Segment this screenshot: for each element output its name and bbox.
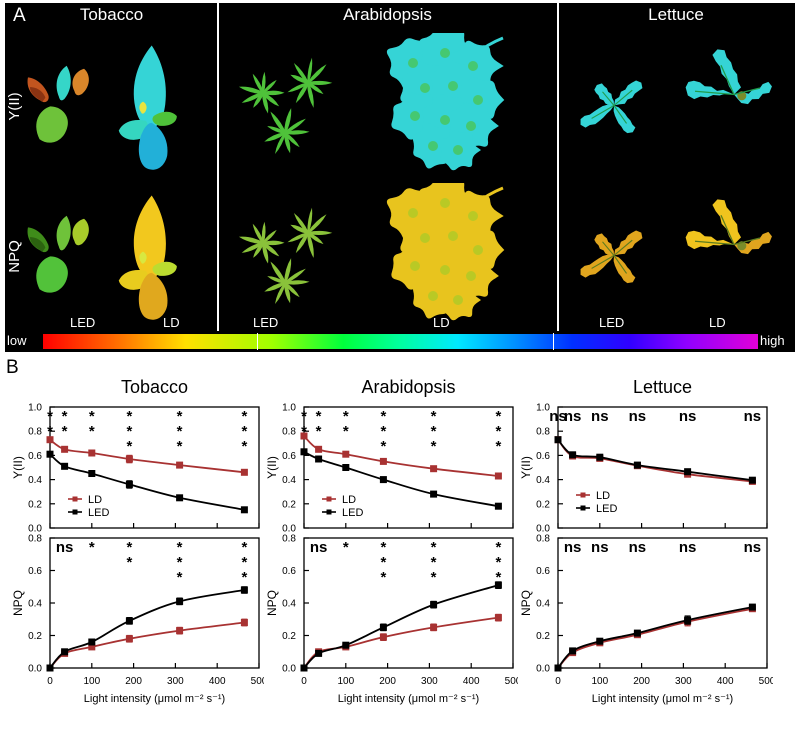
svg-text:100: 100 <box>83 676 100 687</box>
svg-text:Light intensity (μmol m⁻² s⁻¹): Light intensity (μmol m⁻² s⁻¹) <box>338 693 479 705</box>
svg-text:200: 200 <box>379 676 396 687</box>
svg-text:*: * <box>431 569 437 586</box>
svg-text:0.0: 0.0 <box>28 664 42 675</box>
svg-text:0.8: 0.8 <box>282 534 296 545</box>
svg-text:100: 100 <box>337 676 354 687</box>
svg-text:*: * <box>126 554 132 571</box>
svg-text:*: * <box>241 438 247 455</box>
svg-text:0: 0 <box>301 676 307 687</box>
svg-text:300: 300 <box>421 676 438 687</box>
svg-text:LD: LD <box>342 494 356 506</box>
svg-text:ns: ns <box>591 539 609 556</box>
svg-text:*: * <box>89 423 95 440</box>
svg-text:ns: ns <box>629 408 647 425</box>
svg-text:0.4: 0.4 <box>536 475 550 486</box>
svg-text:200: 200 <box>633 676 650 687</box>
svg-text:0.4: 0.4 <box>28 475 42 486</box>
svg-text:*: * <box>495 438 501 455</box>
svg-text:ns: ns <box>56 539 74 556</box>
svg-text:0.6: 0.6 <box>28 451 42 462</box>
svg-text:400: 400 <box>717 676 734 687</box>
svg-text:NPQ: NPQ <box>519 590 533 616</box>
svg-text:0.0: 0.0 <box>536 664 550 675</box>
svg-text:Tobacco: Tobacco <box>121 377 188 397</box>
svg-text:1.0: 1.0 <box>282 403 296 414</box>
svg-text:Arabidopsis: Arabidopsis <box>361 377 455 397</box>
svg-text:Lettuce: Lettuce <box>633 377 692 397</box>
svg-text:0.8: 0.8 <box>28 427 42 438</box>
svg-text:ns: ns <box>591 408 609 425</box>
svg-text:Y(II): Y(II) <box>519 456 533 479</box>
svg-text:0.2: 0.2 <box>282 631 296 642</box>
svg-text:0.4: 0.4 <box>282 475 296 486</box>
svg-text:0.0: 0.0 <box>282 664 296 675</box>
svg-text:100: 100 <box>591 676 608 687</box>
svg-text:200: 200 <box>125 676 142 687</box>
svg-text:LD: LD <box>88 494 102 506</box>
svg-text:0.8: 0.8 <box>536 427 550 438</box>
svg-text:0.2: 0.2 <box>28 631 42 642</box>
svg-text:NPQ: NPQ <box>265 590 279 616</box>
svg-text:ns: ns <box>679 539 697 556</box>
svg-text:LED: LED <box>88 507 109 519</box>
svg-text:0.4: 0.4 <box>282 599 296 610</box>
svg-text:Light intensity (μmol m⁻² s⁻¹): Light intensity (μmol m⁻² s⁻¹) <box>592 693 733 705</box>
svg-text:0.8: 0.8 <box>282 427 296 438</box>
svg-text:0.4: 0.4 <box>536 599 550 610</box>
svg-text:LED: LED <box>596 503 617 515</box>
svg-text:0.6: 0.6 <box>282 566 296 577</box>
svg-text:ns: ns <box>679 408 697 425</box>
svg-text:0.6: 0.6 <box>282 451 296 462</box>
svg-text:*: * <box>343 423 349 440</box>
svg-text:*: * <box>62 423 68 440</box>
svg-text:NPQ: NPQ <box>11 590 25 616</box>
svg-text:0.6: 0.6 <box>28 566 42 577</box>
svg-text:Y(II): Y(II) <box>11 456 25 479</box>
svg-text:0.0: 0.0 <box>282 524 296 533</box>
svg-text:0.4: 0.4 <box>28 599 42 610</box>
svg-text:500: 500 <box>505 676 519 687</box>
svg-text:*: * <box>241 569 247 586</box>
svg-text:*: * <box>343 539 349 556</box>
svg-text:0: 0 <box>47 676 53 687</box>
svg-text:0.0: 0.0 <box>536 524 550 533</box>
svg-text:400: 400 <box>209 676 226 687</box>
svg-text:ns: ns <box>744 408 762 425</box>
svg-text:ns: ns <box>564 539 582 556</box>
svg-text:500: 500 <box>759 676 773 687</box>
svg-text:300: 300 <box>675 676 692 687</box>
svg-text:300: 300 <box>167 676 184 687</box>
svg-text:LED: LED <box>342 507 363 519</box>
svg-text:0.8: 0.8 <box>536 534 550 545</box>
svg-text:*: * <box>316 423 322 440</box>
svg-text:*: * <box>380 569 386 586</box>
svg-text:0.2: 0.2 <box>536 499 550 510</box>
svg-text:ns: ns <box>564 408 582 425</box>
svg-text:LD: LD <box>596 490 610 502</box>
svg-text:1.0: 1.0 <box>28 403 42 414</box>
svg-text:*: * <box>177 438 183 455</box>
svg-text:0.6: 0.6 <box>536 566 550 577</box>
svg-text:500: 500 <box>251 676 265 687</box>
svg-text:ns: ns <box>629 539 647 556</box>
svg-text:0.2: 0.2 <box>536 631 550 642</box>
svg-text:0.2: 0.2 <box>282 499 296 510</box>
svg-text:0.6: 0.6 <box>536 451 550 462</box>
svg-text:*: * <box>177 569 183 586</box>
svg-text:*: * <box>126 438 132 455</box>
svg-text:Light intensity (μmol m⁻² s⁻¹): Light intensity (μmol m⁻² s⁻¹) <box>84 693 225 705</box>
svg-text:0.8: 0.8 <box>28 534 42 545</box>
svg-text:ns: ns <box>744 539 762 556</box>
svg-text:*: * <box>89 539 95 556</box>
svg-text:0: 0 <box>555 676 561 687</box>
svg-text:*: * <box>431 438 437 455</box>
svg-text:*: * <box>380 438 386 455</box>
svg-text:Y(II): Y(II) <box>265 456 279 479</box>
svg-text:0.2: 0.2 <box>28 499 42 510</box>
svg-text:0.0: 0.0 <box>28 524 42 533</box>
svg-text:400: 400 <box>463 676 480 687</box>
svg-text:ns: ns <box>310 539 328 556</box>
